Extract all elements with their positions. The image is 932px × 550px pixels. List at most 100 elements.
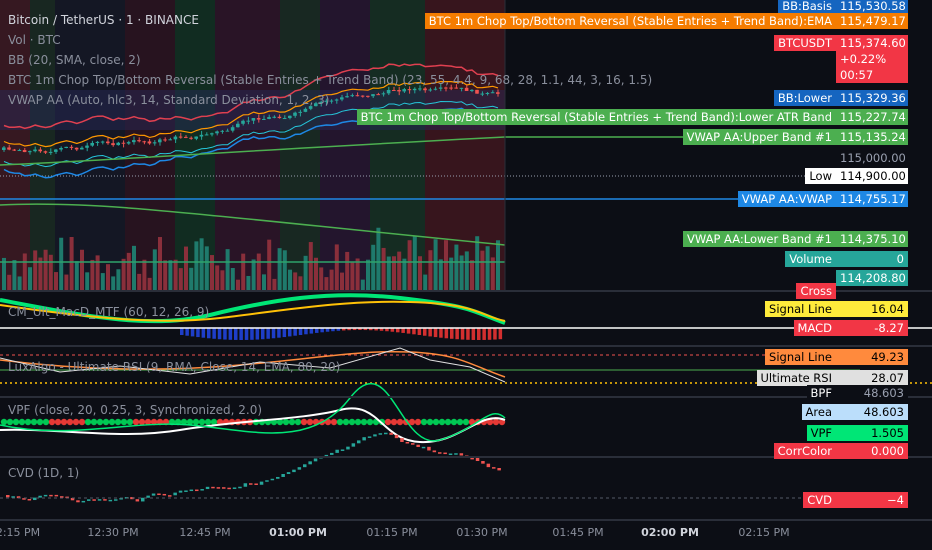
candle-body [277,116,282,119]
candle-body [412,88,417,91]
macd-histogram-bar [255,328,260,340]
volume-bar [121,258,126,290]
candle-body [418,88,422,90]
macd-histogram-bar [250,328,254,340]
volume-bar [43,249,48,290]
cvd-bar [384,432,388,435]
volume-bar [215,265,220,290]
cvd-bar [249,483,253,485]
candle-body [163,139,167,141]
volume-bar [116,269,121,290]
candle-body [64,146,68,148]
cvd-bar [270,478,275,481]
cvd-bar [416,444,420,447]
price-tag-value: 115,000.00 [836,150,908,166]
vpf-dot [54,418,62,426]
candle-body [38,149,42,152]
cvd-bar [168,495,172,497]
macd-histogram-bar [450,328,454,339]
candle-body [173,136,178,140]
candle-body [132,140,136,143]
volume-bar [293,272,298,290]
cvd-bar [141,497,145,502]
vpf-dot [348,418,356,426]
cvd-bar [114,499,118,501]
cvd-bar [276,476,280,479]
volume-bar [412,235,417,290]
macd-histogram-bar [266,328,270,339]
legend-bb[interactable]: BB (20, SMA, close, 2) [8,53,141,67]
volume-bar [158,237,162,290]
volume-bar [449,257,454,290]
vpf-dot [288,418,296,426]
candle-body [433,88,438,90]
volume-bar [308,242,313,290]
cvd-bar [378,433,383,435]
vpf-dot [102,418,110,426]
macd-histogram-bar [190,328,195,337]
legend-vpf[interactable]: VPF (close, 20, 0.25, 3, Synchronized, 2… [8,403,263,417]
candle-body [17,150,22,152]
candle-body [345,96,349,98]
price-tag-value: 115,329.36 [836,90,908,106]
volume-bar [418,256,422,290]
indicator-lines [0,0,860,290]
vpf-tag-value: 48.603 [836,404,908,420]
cvd-bar [65,496,69,499]
price-change-percent: +0.22% [836,51,908,67]
vpf-tag-value: 1.505 [836,425,908,441]
vpf-dot [408,418,416,426]
time-axis-label: 2:15 PM [0,526,41,539]
macd-histogram-bar [428,328,432,337]
cvd-bar [357,440,361,444]
session-band [30,0,55,290]
legend-cvd[interactable]: CVD (1D, 1) [8,466,80,480]
legend-vwap[interactable]: VWAP AA (Auto, hlc3, 14, Standard Deviat… [8,93,330,107]
macd-histogram-bar [223,328,227,340]
legend-volume[interactable]: Vol · BTC [8,33,61,47]
candle-body [288,115,292,119]
candle-body [397,90,401,92]
vpf-dot [384,418,392,426]
cvd-bar [54,494,59,497]
vpf-dot [96,418,104,426]
candle-body [106,141,110,144]
vpf-dot [456,418,464,426]
volume-bar [95,255,100,290]
volume-bar [324,277,329,290]
volume-bar [220,270,225,290]
volume-bar [22,253,27,290]
macd-tag-value: 16.04 [836,301,908,317]
macd-histogram-bar [423,328,427,336]
volume-bar [475,236,480,290]
cvd-bar [373,434,377,437]
legend-macd[interactable]: CM_Ult_MacD_MTF (60, 12, 26, 9) [8,305,210,319]
macd-histogram-bar [396,328,400,333]
macd-histogram-bar [234,328,238,340]
rsi-tag-value: 49.23 [836,349,908,365]
macd-histogram-bar [325,328,330,332]
macd-histogram-bar [315,328,319,333]
macd-histogram-bar [455,328,459,340]
volume-bar [2,257,6,290]
price-tag-value: 114,755.17 [836,191,908,207]
vpf-dot [204,418,212,426]
vpf-dot [48,418,56,426]
symbol-title[interactable]: Bitcoin / TetherUS · 1 · BINANCE [8,13,199,27]
volume-bar [267,239,272,290]
candle-body [28,151,32,153]
legend-ultimate-rsi[interactable]: LuxAlgo - Ultimate RSI (9, RMA, Close, 1… [8,360,341,374]
volume-bar [163,260,168,290]
candle-body [184,136,188,138]
cvd-bar [70,497,75,501]
candle-body [350,95,354,97]
volume-bar [407,240,412,290]
candle-body [80,147,84,150]
candle-body [33,149,37,152]
macd-histogram-bar [374,328,378,331]
volume-bar [371,244,376,290]
legend-chop[interactable]: BTC 1m Chop Top/Bottom Reversal (Stable … [8,73,653,87]
vpf-tag-label: Area [801,404,836,420]
candle-body [444,87,448,89]
